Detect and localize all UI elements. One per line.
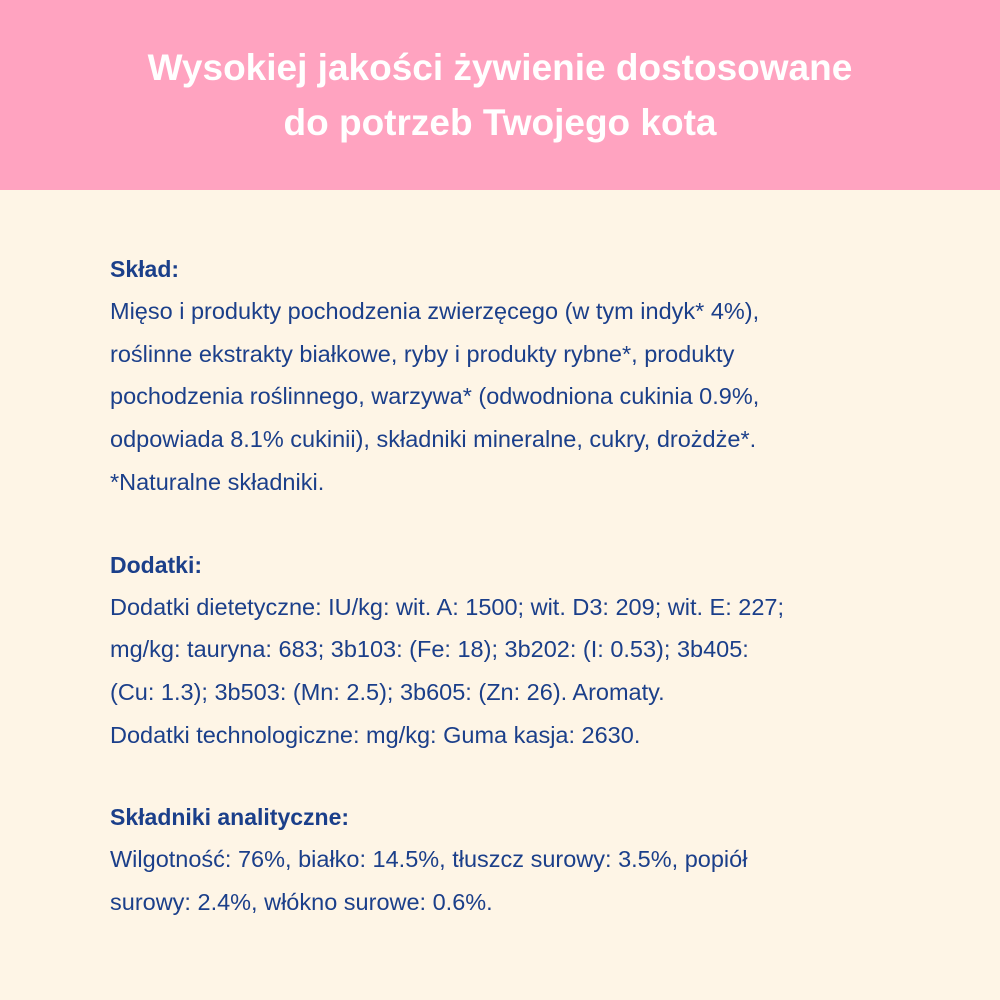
section-heading: Dodatki: bbox=[110, 551, 202, 578]
section-dodatki: Dodatki: Dodatki dietetyczne: IU/kg: wit… bbox=[110, 544, 784, 757]
text-line: (Cu: 1.3); 3b503: (Mn: 2.5); 3b605: (Zn:… bbox=[110, 678, 665, 705]
text-line: Dodatki technologiczne: mg/kg: Guma kasj… bbox=[110, 721, 641, 748]
section-skladniki-analityczne: Składniki analityczne: Wilgotność: 76%, … bbox=[110, 796, 784, 923]
section-sklad: Skład: Mięso i produkty pochodzenia zwie… bbox=[110, 248, 784, 504]
text-line: surowy: 2.4%, włókno surowe: 0.6%. bbox=[110, 889, 493, 916]
section-heading: Skład: bbox=[110, 256, 180, 282]
text-line: roślinne ekstrakty białkowe, ryby i prod… bbox=[110, 340, 735, 367]
content: Skład: Mięso i produkty pochodzenia zwie… bbox=[110, 248, 784, 964]
header-banner: Wysokiej jakości żywienie dostosowane do… bbox=[0, 0, 1000, 190]
title-line-1: Wysokiej jakości żywienie dostosowane bbox=[147, 47, 853, 88]
section-heading: Składniki analityczne: bbox=[110, 804, 350, 831]
text-line: Dodatki dietetyczne: IU/kg: wit. A: 1500… bbox=[110, 593, 784, 620]
text-line: Wilgotność: 76%, białko: 14.5%, tłuszcz … bbox=[110, 846, 748, 873]
text-line: *Naturalne składniki. bbox=[110, 468, 325, 495]
text-line: pochodzenia roślinnego, warzywa* (odwodn… bbox=[110, 383, 760, 410]
title-line-2: do potrzeb Twojego kota bbox=[283, 102, 717, 143]
text-line: mg/kg: tauryna: 683; 3b103: (Fe: 18); 3b… bbox=[110, 636, 749, 663]
text-line: odpowiada 8.1% cukinii), składniki miner… bbox=[110, 426, 757, 453]
text-line: Mięso i produkty pochodzenia zwierzęcego… bbox=[110, 298, 760, 324]
